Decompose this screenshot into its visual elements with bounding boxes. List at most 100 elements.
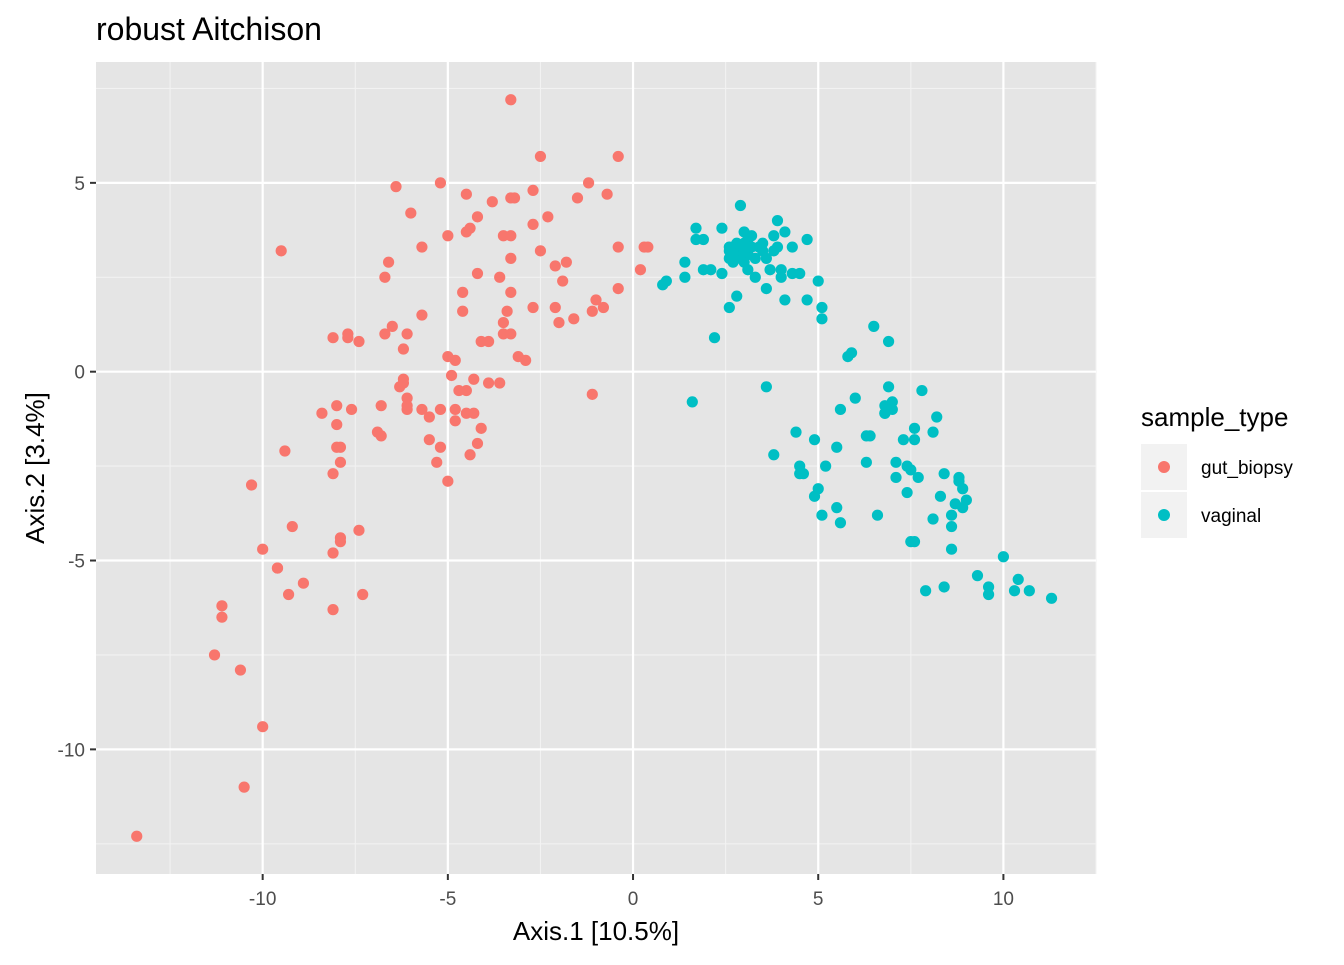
data-point [379,271,391,283]
data-point [327,604,339,616]
data-point [749,271,761,283]
data-point [882,381,895,393]
data-point [208,649,221,661]
data-point [375,430,387,442]
data-point [816,509,828,521]
data-point [568,313,580,325]
y-axis-title: Axis.2 [3.4%] [20,392,50,544]
data-point [1008,585,1021,597]
data-point [334,441,347,453]
legend-label: gut_biopsy [1201,458,1293,479]
data-point [397,343,410,355]
data-point [257,721,269,733]
data-point [679,271,691,283]
data-point [471,267,484,280]
data-point [727,249,739,261]
data-point [845,347,858,359]
data-point [890,456,902,468]
data-point [864,430,876,442]
data-point [905,464,917,476]
data-point [282,588,295,601]
data-point [834,517,847,529]
data-point [238,781,250,793]
data-point [816,313,828,325]
data-point [464,449,476,461]
data-point [382,256,395,268]
grid-major-lines [96,62,1096,874]
data-point [557,275,569,287]
data-point [334,456,347,468]
data-point [760,252,772,264]
data-point [871,509,884,521]
data-point [882,335,895,348]
data-point [216,600,228,612]
data-point [505,94,517,106]
data-point [1045,592,1058,604]
data-point [723,301,735,314]
data-point [945,543,958,555]
data-point [345,403,358,416]
data-point [475,422,487,434]
data-point [286,520,298,533]
data-point [938,581,950,593]
data-points [131,94,1058,842]
data-point [927,426,939,438]
data-point [486,196,498,208]
data-point [612,150,624,163]
data-point [938,468,950,480]
data-point [331,400,343,412]
data-point [779,226,791,238]
y-tick-label: -5 [68,552,85,573]
data-point [786,241,798,253]
data-point [386,320,398,332]
data-point [597,301,610,314]
data-point [234,664,247,676]
data-point [812,483,824,495]
x-tick-label: 0 [628,889,639,910]
data-point [434,403,447,416]
data-point [705,264,717,276]
data-point [920,585,932,597]
data-point [812,275,824,287]
y-axis: -10 -5 0 5 [58,174,96,761]
y-tick-label: 0 [74,363,85,384]
data-point [901,486,913,499]
data-point [405,207,417,219]
data-point [916,384,928,397]
data-point [612,241,624,253]
data-point [560,256,572,268]
data-point [527,218,539,230]
data-point [431,456,443,468]
data-point [734,199,747,212]
data-point [1012,573,1024,586]
data-point [297,577,310,589]
data-point [834,403,847,416]
legend-title: sample_type [1141,402,1288,432]
data-point [690,222,702,234]
data-point [971,570,984,582]
data-point [457,305,469,317]
x-tick-label: 5 [813,889,824,910]
data-point [771,241,784,253]
data-point [316,407,328,419]
data-point [460,188,472,200]
data-point [401,403,413,416]
x-axis: -10 -5 0 5 10 [249,874,1014,910]
legend-label: vaginal [1201,506,1261,527]
data-point [908,434,921,446]
data-point [945,509,958,521]
data-point [357,588,369,601]
data-point [820,460,832,472]
y-tick-label: -10 [58,740,85,761]
data-point [771,215,784,227]
data-point [457,286,469,298]
data-point [731,237,743,249]
data-point [582,177,595,189]
data-point [505,252,517,264]
data-point [442,350,454,363]
data-point [549,301,561,314]
data-point [553,317,565,329]
data-point [760,283,772,295]
